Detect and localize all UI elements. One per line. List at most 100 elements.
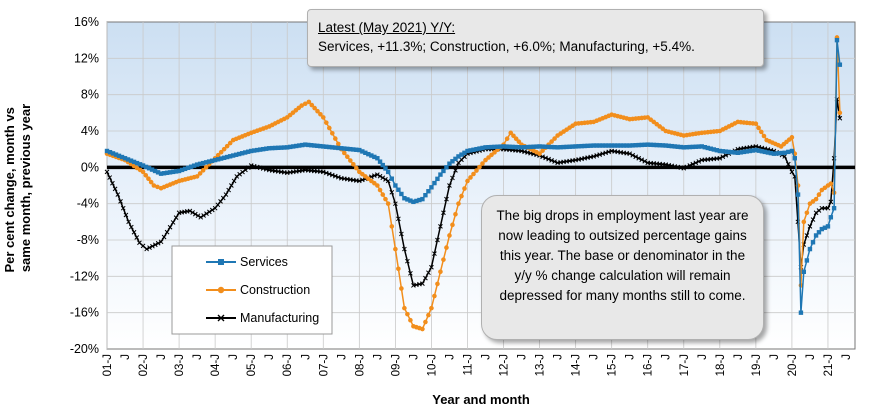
- data-point-services: [696, 144, 701, 149]
- data-point-services: [654, 142, 659, 148]
- data-point-services: [134, 160, 140, 166]
- data-point-services: [714, 148, 720, 153]
- data-point-construction: [511, 133, 516, 139]
- data-point-services: [807, 246, 813, 252]
- data-point-construction: [450, 222, 455, 228]
- x-tick-label: 11-J: [462, 354, 474, 376]
- data-point-services: [104, 148, 110, 154]
- data-point-services: [191, 163, 197, 168]
- data-point-manufacturing: [134, 235, 140, 240]
- data-point-services: [489, 144, 494, 150]
- data-point-services: [122, 156, 128, 161]
- data-point-construction: [537, 151, 542, 157]
- data-point-services: [405, 197, 410, 202]
- data-point-services: [279, 145, 284, 150]
- data-point-manufacturing: [372, 173, 377, 179]
- x-tick-label: 02-J: [138, 354, 150, 376]
- data-point-services: [705, 145, 711, 151]
- data-point-services: [209, 158, 215, 164]
- data-point-manufacturing: [549, 158, 554, 163]
- legend-manufacturing-marker: [217, 314, 225, 322]
- data-point-services: [264, 146, 269, 151]
- data-point-services: [236, 151, 242, 157]
- data-point-services: [267, 146, 272, 151]
- data-point-manufacturing: [447, 183, 452, 188]
- x-tick-label: 18-J: [715, 354, 727, 376]
- data-point-services: [402, 196, 407, 201]
- data-point-services: [318, 143, 323, 149]
- data-point-construction: [330, 130, 335, 136]
- data-point-services: [164, 170, 170, 175]
- data-point-services: [285, 145, 290, 150]
- data-point-services: [393, 183, 398, 188]
- x-tick-label: J: [228, 354, 240, 360]
- data-point-construction: [320, 115, 326, 120]
- data-point-services: [137, 162, 143, 167]
- data-point-manufacturing: [110, 180, 115, 186]
- data-point-services: [399, 191, 404, 197]
- data-point-manufacturing: [332, 173, 338, 179]
- data-point-construction: [480, 161, 485, 166]
- data-point-construction: [302, 101, 308, 107]
- data-point-services: [242, 150, 248, 155]
- x-tick-label: 01-J: [102, 354, 114, 376]
- data-point-services: [288, 144, 293, 150]
- data-point-services: [383, 166, 388, 171]
- data-point-services: [525, 144, 530, 150]
- data-point-services: [723, 149, 729, 154]
- data-point-services: [321, 144, 326, 149]
- data-point-services: [825, 224, 831, 229]
- data-point-manufacturing: [552, 159, 557, 164]
- data-point-construction: [435, 281, 440, 287]
- data-point-construction: [453, 211, 458, 217]
- data-point-construction: [383, 196, 388, 202]
- data-point-manufacturing: [126, 219, 131, 225]
- x-tick-label: J: [553, 354, 565, 360]
- data-point-services: [182, 166, 188, 172]
- data-point-services: [233, 152, 239, 157]
- data-point-services: [777, 151, 782, 156]
- data-point-manufacturing: [167, 224, 173, 230]
- data-point-construction: [489, 152, 494, 158]
- data-point-manufacturing: [684, 164, 690, 170]
- x-tick-label: 12-J: [499, 354, 511, 376]
- data-point-construction: [405, 311, 410, 317]
- data-point-services: [411, 199, 416, 205]
- legend: Services Construction Manufacturing: [171, 245, 333, 335]
- data-point-services: [185, 165, 191, 170]
- data-point-manufacturing: [195, 213, 201, 219]
- data-point-services: [179, 167, 185, 173]
- data-point-manufacturing: [380, 175, 386, 181]
- data-point-manufacturing: [828, 199, 834, 205]
- data-point-manufacturing: [540, 154, 545, 160]
- data-point-construction: [393, 246, 398, 252]
- data-point-services: [708, 146, 714, 151]
- data-point-construction: [552, 136, 557, 141]
- data-point-manufacturing: [453, 168, 458, 173]
- data-point-services: [834, 37, 840, 43]
- data-point-manufacturing: [144, 246, 150, 252]
- data-point-construction: [828, 181, 834, 186]
- data-point-manufacturing: [223, 192, 229, 197]
- data-point-services: [158, 171, 164, 176]
- data-point-services: [498, 144, 503, 149]
- data-point-services: [248, 148, 254, 154]
- data-point-services: [756, 148, 762, 153]
- data-point-construction: [200, 168, 206, 173]
- data-point-services: [726, 149, 732, 155]
- data-point-services: [678, 144, 683, 150]
- data-point-services: [741, 149, 747, 155]
- data-point-construction: [408, 317, 413, 323]
- data-point-manufacturing: [164, 229, 170, 235]
- x-tick-label: J: [264, 354, 276, 360]
- data-point-services: [339, 146, 344, 151]
- data-point-services: [600, 143, 605, 148]
- x-axis-ticks: 01-J J 02-J J 03-J J 04-J J 05-J J 06-J J 07-J J 08-J J…: [102, 354, 853, 376]
- data-point-services: [438, 172, 443, 177]
- data-point-services: [107, 149, 113, 155]
- data-point-construction: [203, 165, 209, 170]
- x-tick-label: J: [336, 354, 348, 360]
- data-point-construction: [385, 201, 391, 206]
- data-point-manufacturing: [543, 155, 548, 161]
- data-point-services: [273, 145, 278, 151]
